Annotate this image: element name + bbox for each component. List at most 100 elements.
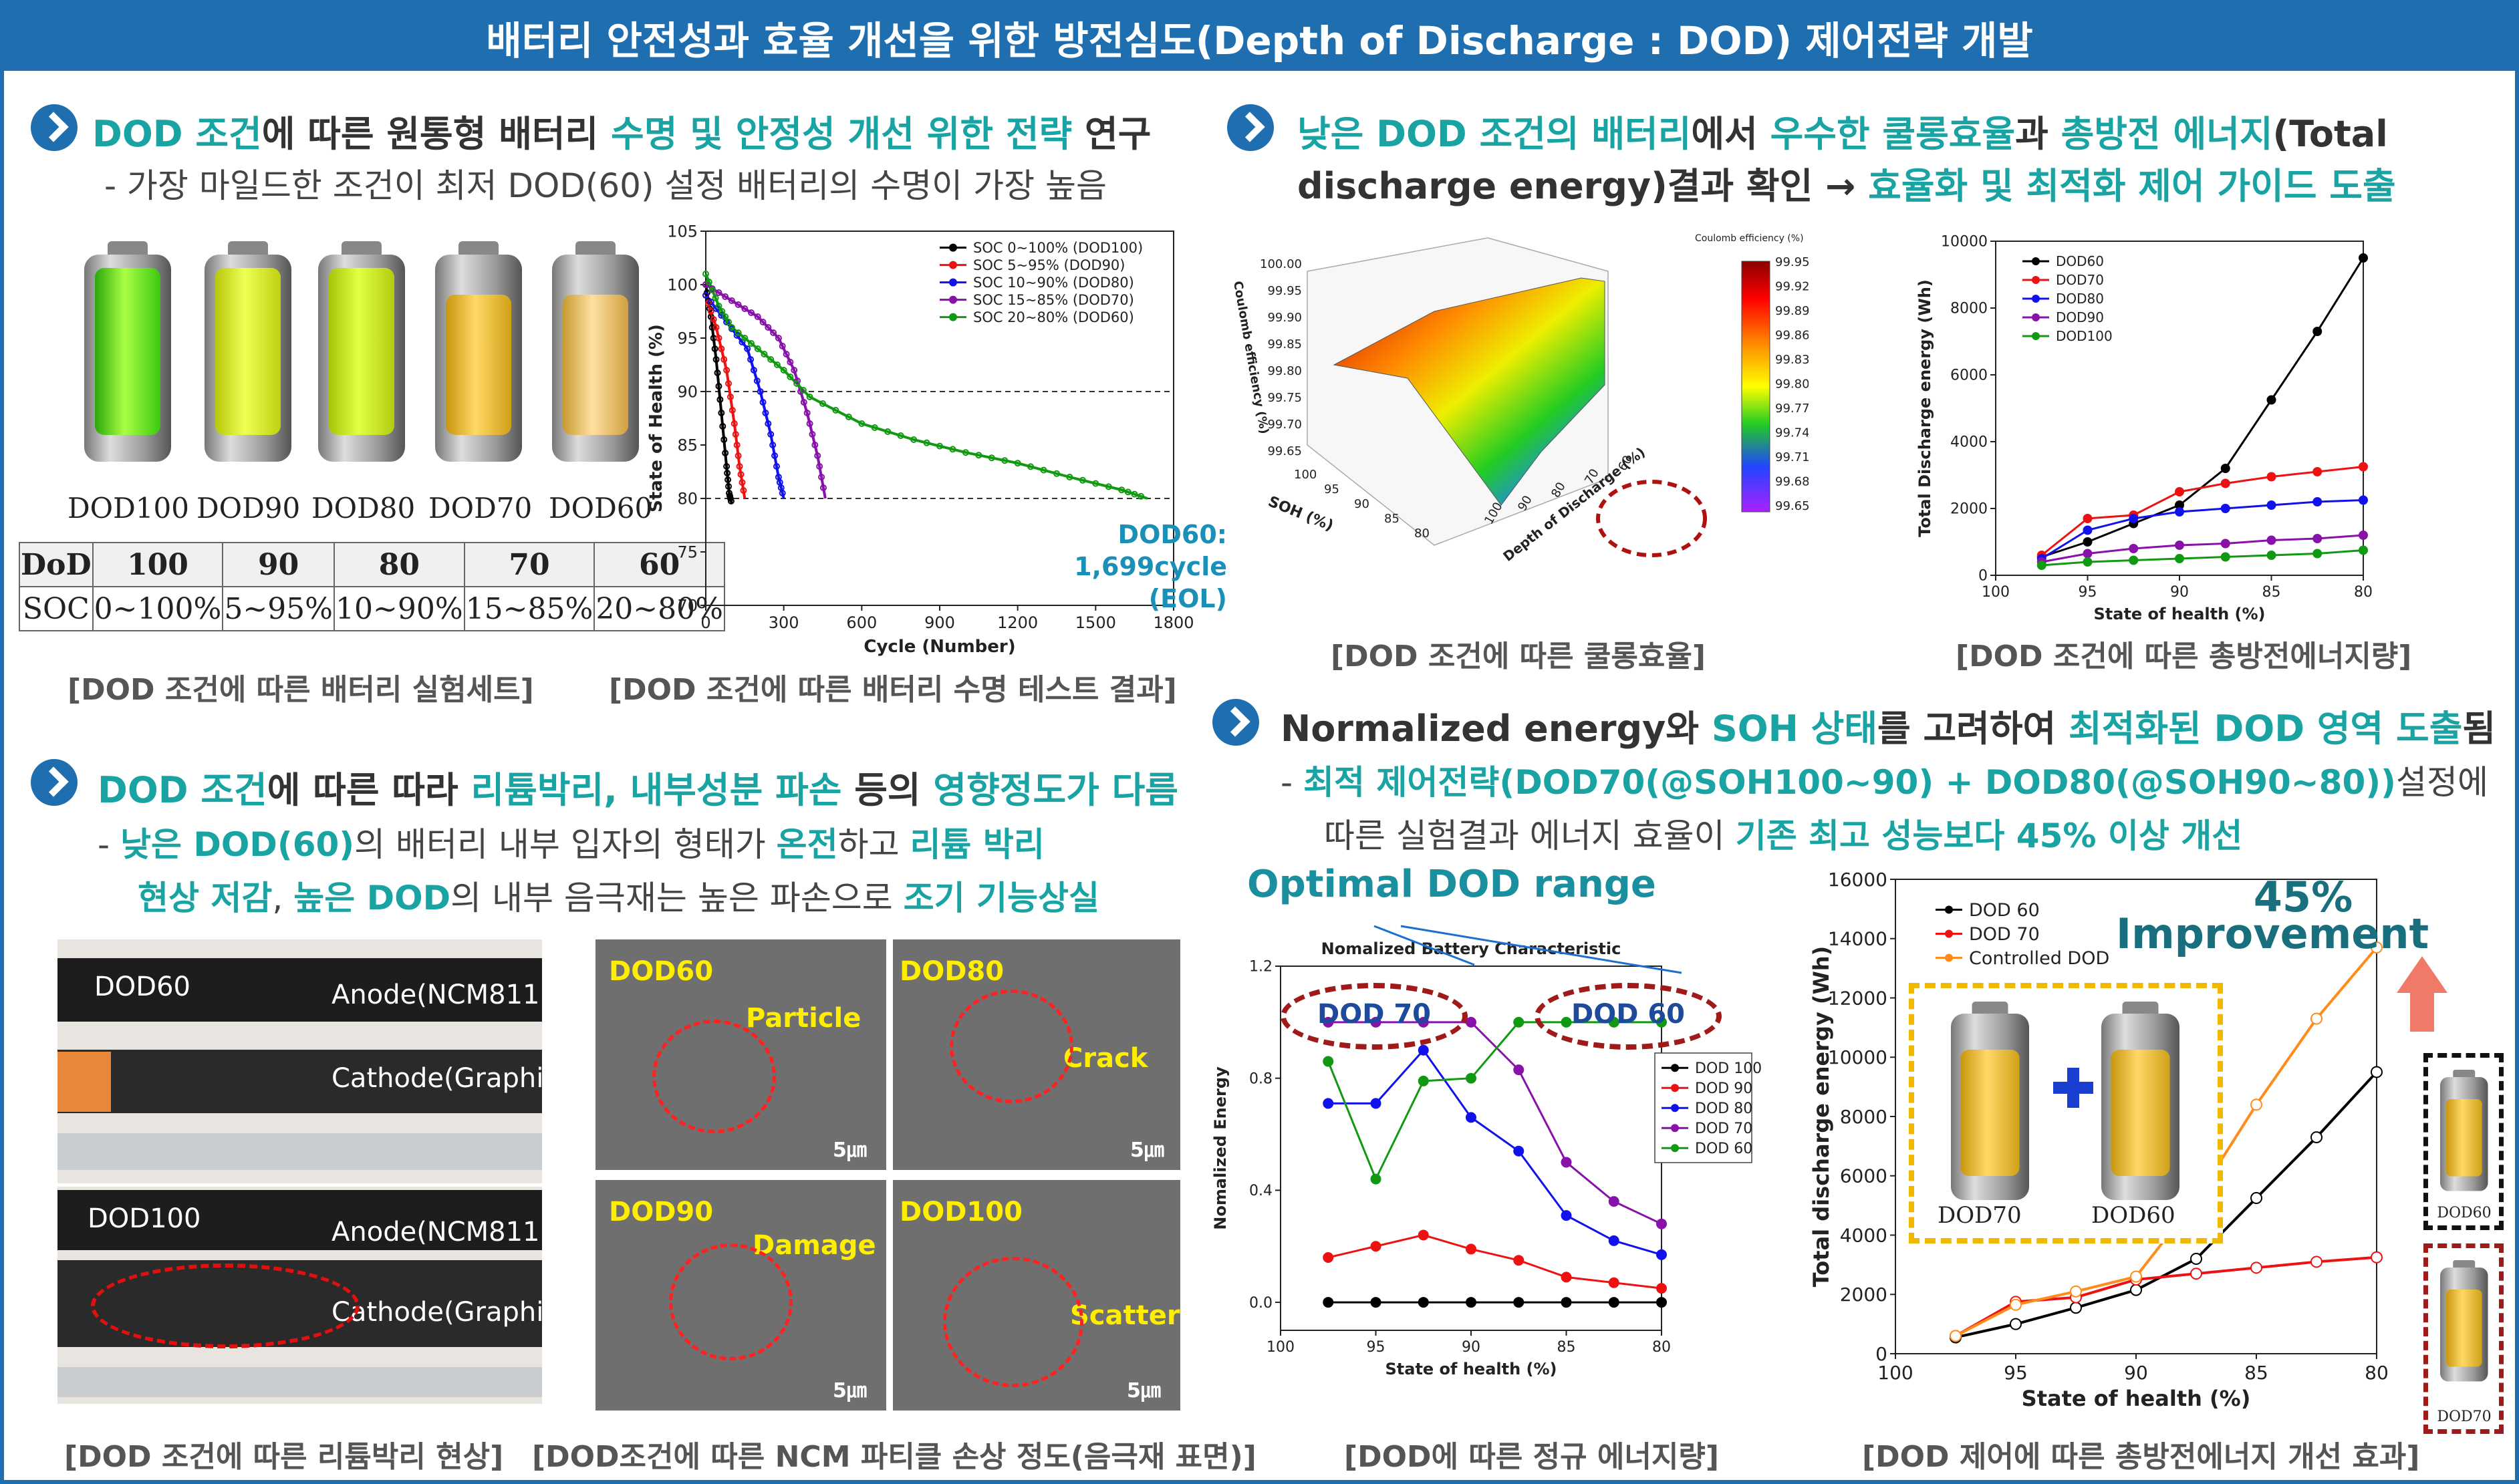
colorbar-title: Coulomb efficiency (%): [1695, 233, 1804, 244]
data-point: [715, 383, 722, 390]
data-point: [722, 313, 729, 320]
data-point: [1466, 1243, 1476, 1255]
y-tick-label: 2000: [1840, 1284, 1887, 1306]
data-point: [791, 367, 798, 374]
battery-icon: [2101, 1002, 2179, 1200]
battery-terminal: [228, 241, 268, 256]
photo-label: Cathode(Graphite): [332, 1063, 581, 1094]
data-point: [2312, 549, 2323, 559]
x-axis-label: State of health (%): [1385, 1360, 1557, 1378]
z-tick-label: 99.90: [1267, 311, 1302, 325]
caption-lithium-plating: [DOD 조건에 따른 리튬박리 현상]: [64, 1440, 504, 1474]
data-point: [773, 463, 780, 470]
colorbar-tick-label: 99.92: [1775, 280, 1809, 294]
sem-scale: 5㎛: [833, 1379, 867, 1402]
battery-icon: [84, 241, 171, 462]
data-point: [718, 345, 725, 352]
chevron-right-icon: [31, 759, 78, 806]
sem-label: DOD60: [609, 956, 714, 987]
data-point: [715, 335, 722, 341]
sec2-subtext-line1: - 낮은 DOD(60)의 배터리 내부 입자의 형태가 온전하고 리튬 박리: [98, 825, 1045, 864]
data-point: [819, 400, 826, 407]
battery-charge-fill: [2445, 1290, 2482, 1367]
table-header-cell: 70: [463, 542, 595, 587]
data-point: [1370, 1297, 1381, 1308]
battery-terminal: [2453, 1260, 2476, 1269]
data-point: [741, 305, 749, 312]
battery-label: DOD100: [68, 492, 189, 525]
sem-image-dod90: DOD90 Damage 5㎛: [595, 1180, 886, 1411]
sem-scale: 5㎛: [1130, 1139, 1164, 1162]
table-cell: SOC: [19, 586, 94, 631]
battery-icon: [205, 241, 291, 462]
x-tick-label: 90: [2124, 1362, 2148, 1384]
data-point: [733, 442, 741, 448]
data-point: [2175, 507, 2184, 516]
table-cell: 15~85%: [463, 586, 595, 631]
sem-scale: 5㎛: [833, 1139, 867, 1162]
x-tick-label: 1200: [997, 613, 1038, 632]
legend-marker: [1671, 1084, 1679, 1092]
data-point: [809, 431, 816, 438]
data-point: [2312, 467, 2323, 476]
data-point: [735, 301, 742, 308]
legend-marker: [1945, 929, 1953, 938]
y-axis-label: State of Health (%): [646, 324, 666, 512]
data-point: [735, 452, 742, 459]
x-tick-label: 900: [924, 613, 955, 632]
data-point: [736, 463, 743, 470]
data-point: [757, 388, 764, 395]
data-point: [923, 439, 930, 446]
data-point: [962, 449, 969, 456]
legend-label: DOD 60: [1969, 900, 2040, 921]
sem-image-dod100: DOD100 Scatter 5㎛: [893, 1180, 1180, 1411]
data-point: [2250, 1262, 2262, 1274]
data-point: [803, 410, 811, 416]
table-header-cell: DoD: [19, 542, 94, 587]
data-point: [769, 442, 777, 448]
data-point: [747, 356, 755, 363]
sec4-heading: Normalized energy와 SOH 상태를 고려하여 최적화된 DOD…: [1281, 708, 2496, 750]
y-tick-label: 8000: [1840, 1106, 1887, 1128]
series-line: [1955, 1255, 2377, 1338]
soh-tick-label: 100: [1294, 468, 1317, 482]
data-point: [1323, 1056, 1334, 1067]
dod60-range-label: DOD 60: [1571, 999, 1685, 1030]
annotation-line: DOD60:: [1117, 520, 1227, 549]
data-point: [750, 367, 757, 374]
z-axis-label: Coulomb efficiency (%): [1234, 280, 1271, 435]
series-line: [1328, 1021, 1662, 1225]
data-point: [1561, 1157, 1572, 1168]
soh-tick-label: 90: [1354, 497, 1369, 511]
colorbar-tick-label: 99.68: [1775, 475, 1809, 489]
legend-label: DOD100: [2056, 328, 2113, 344]
x-tick-label: 1800: [1153, 613, 1194, 632]
colorbar: [1741, 261, 1770, 512]
z-tick-label: 99.80: [1267, 364, 1302, 378]
y-tick-label: 0.8: [1249, 1070, 1273, 1087]
table-header-cell: 100: [92, 542, 224, 587]
data-point: [1323, 1098, 1334, 1109]
sem-highlight: [652, 1020, 776, 1133]
series-line: [2040, 499, 2364, 560]
data-point: [884, 428, 892, 435]
legend-label: DOD80: [2056, 291, 2104, 307]
data-point: [988, 454, 995, 462]
data-point: [771, 452, 779, 459]
y-tick-label: 16000: [1828, 869, 1887, 891]
z-tick-label: 99.70: [1267, 418, 1302, 432]
sec2-subtext-line2: 현상 저감, 높은 DOD의 내부 음극재는 높은 파손으로 조기 기능상실: [138, 879, 1100, 917]
optimal-dod-range-label: Optimal DOD range: [1247, 863, 1656, 906]
data-point: [724, 476, 732, 483]
table-header-cell: 60: [593, 542, 725, 587]
inset-label: DOD70: [1938, 1202, 2022, 1229]
caption-lifetime-test: [DOD 조건에 따른 배터리 수명 테스트 결과]: [609, 673, 1177, 707]
data-point: [715, 303, 722, 309]
data-point: [735, 329, 742, 336]
data-point: [718, 312, 725, 319]
y-tick-label: 4000: [1840, 1224, 1887, 1246]
y-tick-label: 70: [677, 596, 698, 615]
data-point: [2250, 1098, 2262, 1111]
data-point: [707, 299, 714, 305]
data-point: [2070, 1302, 2082, 1314]
